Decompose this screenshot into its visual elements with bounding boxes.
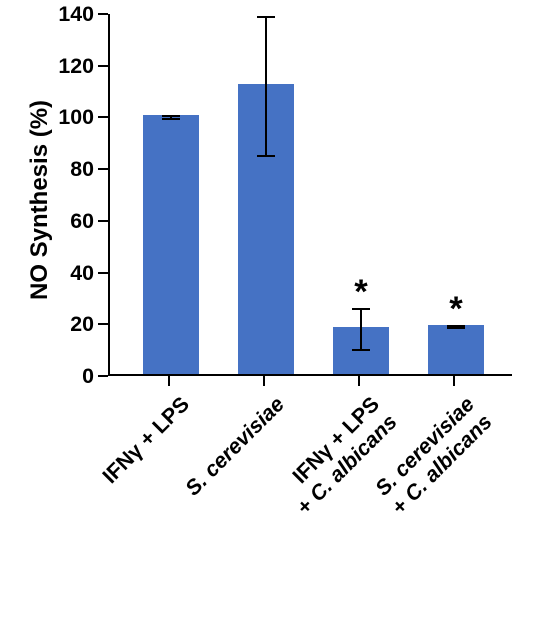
y-tick-label: 120 (44, 54, 94, 79)
y-tick-label: 100 (44, 105, 94, 130)
x-tick (263, 376, 265, 386)
bar-s-cerevisiae-calbicans (428, 325, 484, 374)
y-tick-label: 40 (44, 261, 94, 286)
y-tick (98, 272, 108, 274)
bar-ifng-lps (143, 115, 199, 374)
y-tick-label: 140 (44, 2, 94, 27)
y-tick (98, 65, 108, 67)
errorbar-s-cerevisiae (265, 17, 267, 157)
x-tick (168, 376, 170, 386)
errorbar-ifng-lps-calbicans (360, 309, 362, 350)
x-tick (453, 376, 455, 386)
y-tick (98, 13, 108, 15)
chart-root: NO Synthesis (%) ** 020406080100120140IF… (0, 0, 542, 583)
y-tick-label: 60 (44, 209, 94, 234)
x-tick (358, 376, 360, 386)
errorcap-ifng-lps (162, 118, 180, 120)
errorcap-ifng-lps-calbicans (352, 349, 370, 351)
significance-mark-s-cerevisiae-calbicans: * (441, 290, 471, 329)
y-tick (98, 116, 108, 118)
significance-mark-ifng-lps-calbicans: * (346, 273, 376, 312)
y-tick (98, 168, 108, 170)
errorcap-s-cerevisiae (257, 16, 275, 18)
y-tick (98, 375, 108, 377)
y-tick-label: 80 (44, 157, 94, 182)
y-tick-label: 20 (44, 312, 94, 337)
errorcap-s-cerevisiae (257, 155, 275, 157)
y-tick (98, 323, 108, 325)
y-tick (98, 220, 108, 222)
y-tick-label: 0 (44, 364, 94, 389)
plot-area: ** (108, 14, 512, 376)
